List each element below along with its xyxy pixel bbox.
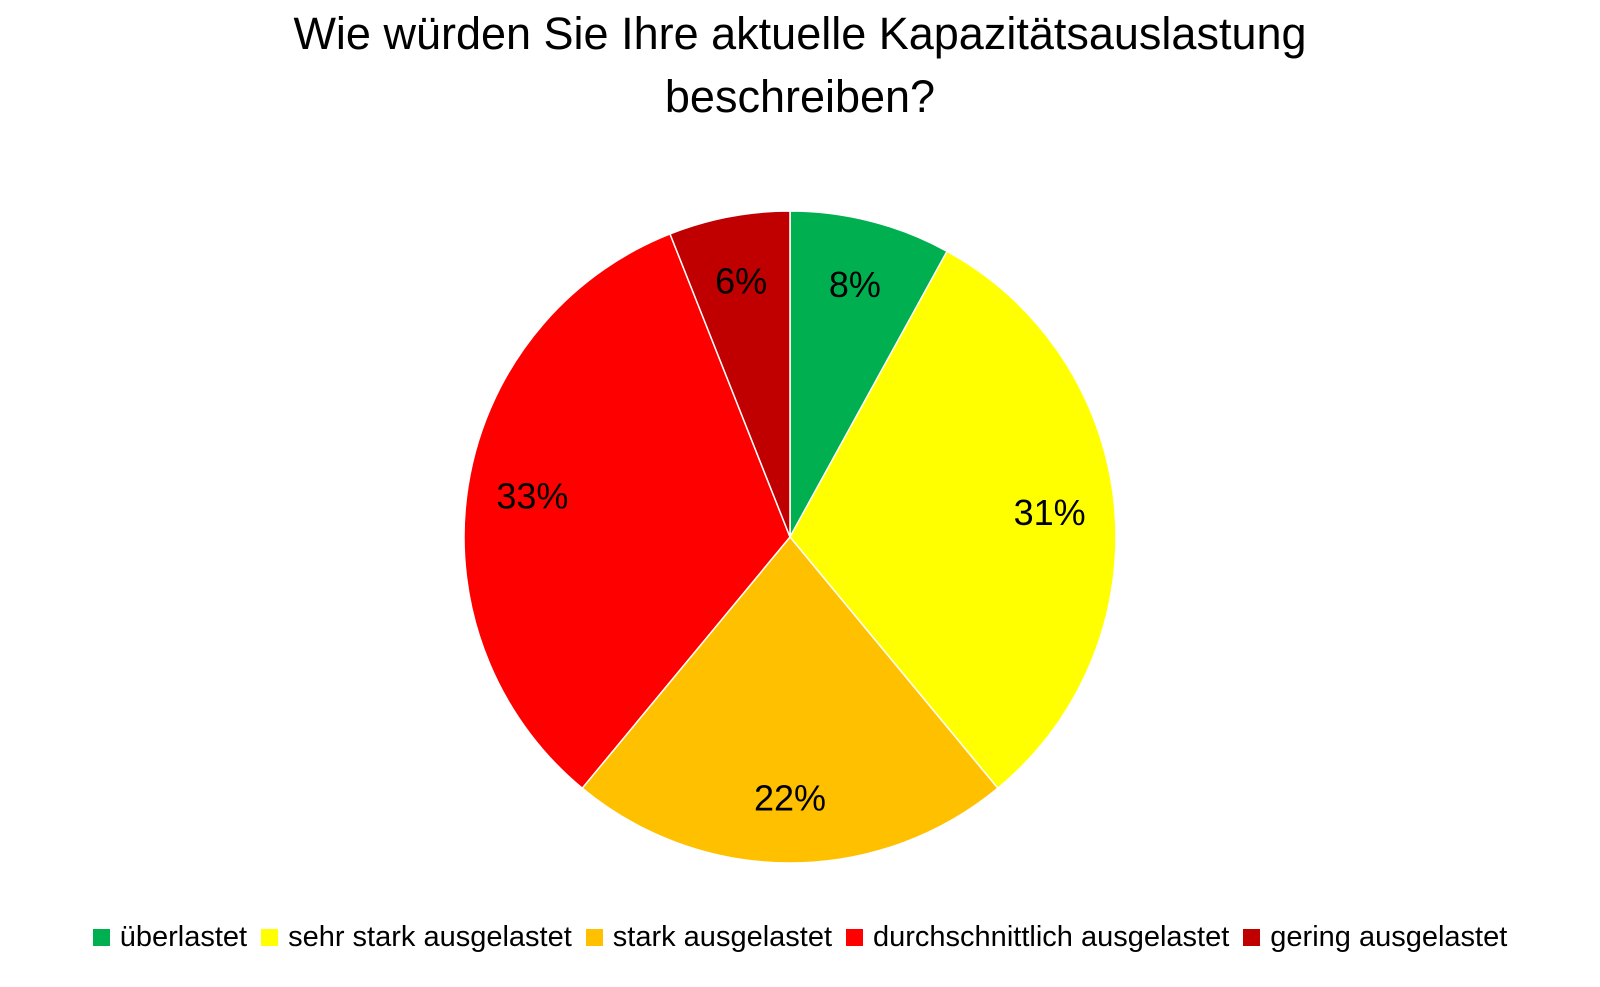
legend-swatch <box>585 928 603 946</box>
legend-swatch <box>846 928 864 946</box>
data-label-ueberlastet: 8% <box>829 264 881 305</box>
pie-data-labels: 8% 31% 22% 33% 6% <box>496 260 1085 818</box>
legend-item-gering-ausgelastet: gering ausgelastet <box>1243 921 1507 954</box>
data-label-stark-ausgelastet: 22% <box>754 777 826 818</box>
pie-slices <box>463 210 1117 864</box>
legend-item-ueberlastet: überlastet <box>92 920 248 954</box>
chart-legend: überlastet sehr stark ausgelastet stark au… <box>0 915 1600 959</box>
legend-label: überlastet <box>119 920 248 953</box>
pie-slice-ueberlastet <box>789 210 949 538</box>
data-label-sehr-stark-ausgelastet: 31% <box>1014 492 1086 533</box>
legend-swatch <box>92 928 110 946</box>
legend-item-stark-ausgelastet: stark ausgelastet <box>585 920 833 954</box>
data-label-gering-ausgelastet: 6% <box>715 260 767 301</box>
pie-slice-sehr-stark-ausgelastet <box>789 250 1117 790</box>
data-label-durchschnittlich-ausgelastet: 33% <box>496 476 568 517</box>
legend-item-durchschnittlich-ausgelastet: durchschnittlich ausgelastet <box>846 921 1229 954</box>
legend-label: sehr stark ausgelastet <box>288 920 572 953</box>
legend-label: gering ausgelastet <box>1270 920 1508 953</box>
pie-slice-gering-ausgelastet <box>669 210 791 538</box>
chart-title-line-1: Wie würden Sie Ihre aktuelle Kapazitätsa… <box>293 8 1307 59</box>
legend-swatch <box>261 928 279 946</box>
pie-slice-durchschnittlich-ausgelastet <box>463 232 791 790</box>
pie-chart: 8% 31% 22% 33% 6% <box>463 210 1117 864</box>
chart-title: Wie würden Sie Ihre aktuelle Kapazitätsa… <box>0 2 1600 128</box>
legend-label: stark ausgelastet <box>612 920 833 953</box>
pie-slice-stark-ausgelastet <box>581 535 999 864</box>
chart-title-line-2: beschreiben? <box>664 71 936 122</box>
legend-label: durchschnittlich ausgelastet <box>873 920 1230 953</box>
legend-item-sehr-stark-ausgelastet: sehr stark ausgelastet <box>261 921 572 954</box>
legend-swatch <box>1243 928 1261 946</box>
